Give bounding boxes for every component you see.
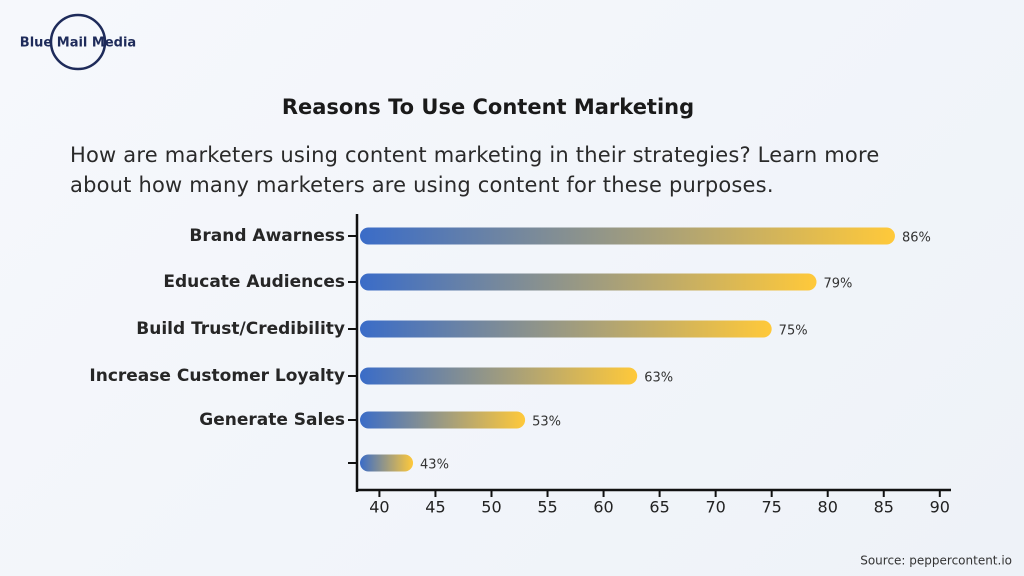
bar xyxy=(360,367,638,385)
value-label: 53% xyxy=(532,415,561,430)
value-label: 86% xyxy=(902,231,931,246)
x-tick-label: 55 xyxy=(537,498,557,517)
y-tick-label: Brand Awarness xyxy=(189,226,345,246)
subtitle: How are marketers using content marketin… xyxy=(70,143,880,197)
source: Source: peppercontent.io xyxy=(860,554,1012,568)
x-tick-label: 50 xyxy=(481,498,501,517)
bar xyxy=(360,411,526,429)
x-tick-label: 40 xyxy=(369,498,389,517)
x-tick-label: 45 xyxy=(425,498,445,517)
logo-text: Blue Mail Media xyxy=(20,36,136,51)
x-tick-label: 90 xyxy=(930,498,950,517)
value-label: 79% xyxy=(824,277,853,292)
x-tick-label: 80 xyxy=(818,498,838,517)
value-label: 43% xyxy=(420,458,449,473)
value-label: 63% xyxy=(644,371,673,386)
x-tick-label: 65 xyxy=(649,498,669,517)
bar xyxy=(360,273,817,291)
logo-ring xyxy=(49,13,107,71)
bar xyxy=(360,227,895,245)
y-tick-label: Generate Sales xyxy=(199,410,345,430)
bar xyxy=(360,454,414,472)
x-tick-label: 75 xyxy=(761,498,781,517)
x-tick-label: 70 xyxy=(705,498,725,517)
y-tick-label: Increase Customer Loyalty xyxy=(89,366,345,386)
bar xyxy=(360,320,772,338)
y-tick-label: Build Trust/Credibility xyxy=(136,319,345,339)
x-tick-label: 60 xyxy=(593,498,613,517)
y-tick-label: Educate Audiences xyxy=(163,272,345,292)
x-tick-label: 85 xyxy=(874,498,894,517)
value-label: 75% xyxy=(779,324,808,339)
chart-title: Reasons To Use Content Marketing xyxy=(282,95,694,119)
